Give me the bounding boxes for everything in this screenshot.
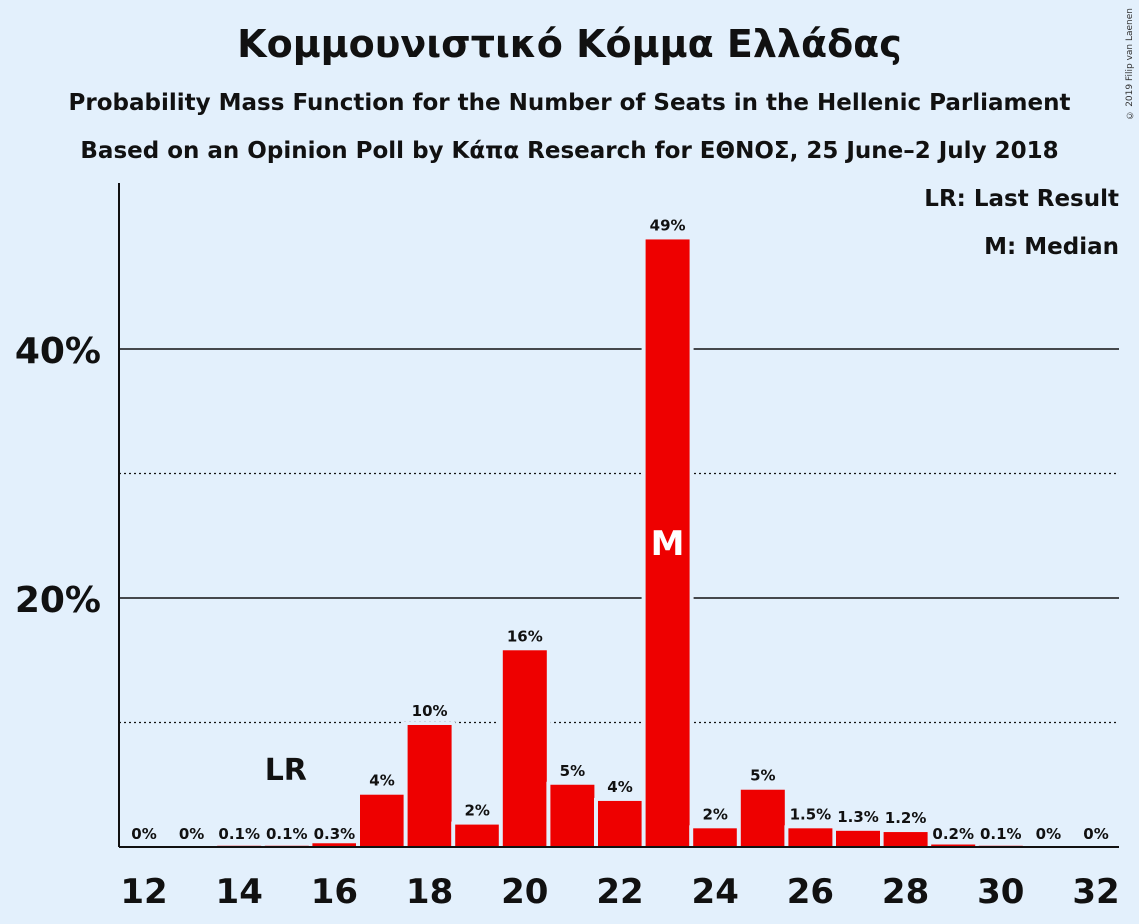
last-result-marker: LR <box>265 753 307 788</box>
data-label-29: 0.2% <box>932 825 974 843</box>
bar-21 <box>550 784 595 847</box>
bar-22 <box>598 800 642 847</box>
bar-26 <box>788 828 833 847</box>
bar-27 <box>836 830 880 847</box>
x-tick-label-14: 14 <box>216 872 263 912</box>
data-label-30: 0.1% <box>980 825 1022 843</box>
data-label-28: 1.2% <box>885 809 927 827</box>
x-tick-label-28: 28 <box>882 872 929 912</box>
x-tick-label-30: 30 <box>977 872 1024 912</box>
bar-19 <box>455 824 500 847</box>
data-label-22: 4% <box>607 778 632 796</box>
data-label-13: 0% <box>179 825 204 843</box>
data-label-21: 5% <box>560 762 585 780</box>
data-label-24: 2% <box>702 805 727 823</box>
data-label-32: 0% <box>1083 825 1108 843</box>
data-label-23: 49% <box>650 216 686 234</box>
bar-18 <box>407 724 452 847</box>
bar-17 <box>360 794 404 847</box>
data-label-19: 2% <box>464 802 489 820</box>
median-marker: M <box>651 524 685 564</box>
data-label-31: 0% <box>1036 825 1061 843</box>
data-label-18: 10% <box>412 702 448 720</box>
bar-24 <box>693 828 738 847</box>
bar-20 <box>502 650 547 847</box>
data-label-14: 0.1% <box>218 825 260 843</box>
data-label-27: 1.3% <box>837 808 879 826</box>
data-label-25: 5% <box>750 767 775 785</box>
x-tick-label-26: 26 <box>787 872 834 912</box>
bar-25 <box>740 789 785 847</box>
x-tick-label-24: 24 <box>692 872 739 912</box>
data-label-26: 1.5% <box>790 805 832 823</box>
legend-last-result: LR: Last Result <box>924 186 1119 212</box>
chart-subtitle-2: Based on an Opinion Poll by Κάπα Researc… <box>80 138 1059 164</box>
data-label-17: 4% <box>369 772 394 790</box>
bar-16 <box>312 843 357 847</box>
bar-29 <box>931 844 976 847</box>
chart-title: Κομμουνιστικό Κόμμα Ελλάδας <box>237 22 902 66</box>
x-tick-label-16: 16 <box>311 872 358 912</box>
x-tick-label-12: 12 <box>120 872 167 912</box>
data-label-15: 0.1% <box>266 825 308 843</box>
bar-28 <box>883 832 928 847</box>
x-tick-label-20: 20 <box>501 872 548 912</box>
chart-subtitle-1: Probability Mass Function for the Number… <box>68 90 1071 116</box>
data-label-12: 0% <box>131 825 156 843</box>
x-tick-label-18: 18 <box>406 872 453 912</box>
x-tick-label-32: 32 <box>1072 872 1119 912</box>
y-tick-label-40: 40% <box>15 331 101 372</box>
data-label-16: 0.3% <box>314 825 356 843</box>
bar-23 <box>645 239 690 847</box>
y-tick-label-20: 20% <box>15 580 101 621</box>
data-label-20: 16% <box>507 627 543 645</box>
legend-median: M: Median <box>984 234 1119 260</box>
x-tick-label-22: 22 <box>596 872 643 912</box>
